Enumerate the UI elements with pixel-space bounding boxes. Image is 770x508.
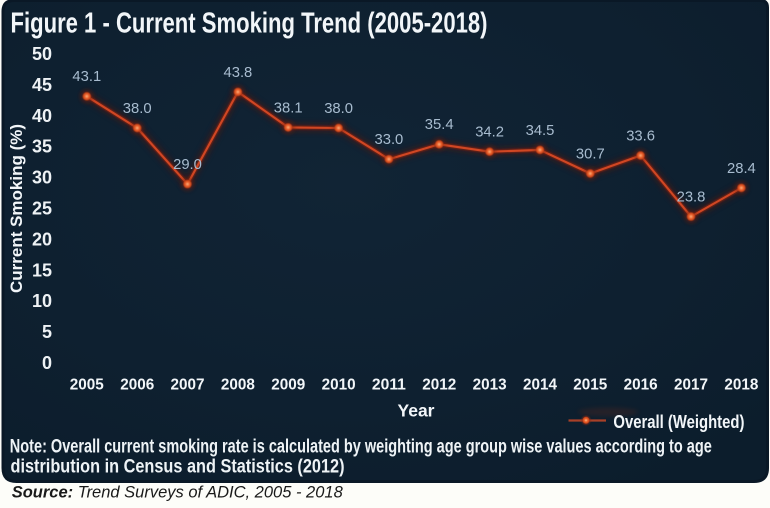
svg-text:Note: Overall current smoking: Note: Overall current smoking rate is ca… (10, 437, 712, 458)
svg-text:10: 10 (32, 291, 52, 311)
svg-text:38.0: 38.0 (324, 101, 353, 117)
svg-text:29.0: 29.0 (173, 157, 202, 173)
svg-text:35.4: 35.4 (425, 117, 454, 133)
svg-text:23.8: 23.8 (677, 190, 706, 206)
svg-text:34.5: 34.5 (526, 123, 555, 139)
svg-text:43.1: 43.1 (72, 69, 101, 85)
svg-text:Year: Year (398, 401, 435, 421)
svg-text:Source: Trend Surveys of ADIC,: Source: Trend Surveys of ADIC, 2005 - 20… (12, 484, 344, 502)
svg-text:5: 5 (42, 322, 52, 342)
svg-text:2018: 2018 (724, 376, 758, 393)
svg-text:Current Smoking (%): Current Smoking (%) (7, 124, 26, 293)
svg-text:2017: 2017 (674, 376, 708, 393)
svg-text:35: 35 (32, 137, 52, 157)
svg-text:2008: 2008 (221, 376, 255, 393)
svg-text:38.0: 38.0 (123, 101, 152, 117)
svg-text:50: 50 (32, 44, 52, 64)
svg-text:2007: 2007 (171, 376, 205, 393)
svg-text:25: 25 (32, 199, 52, 219)
svg-text:30: 30 (32, 168, 52, 188)
svg-text:40: 40 (32, 106, 52, 126)
svg-text:2016: 2016 (624, 376, 658, 393)
svg-text:2015: 2015 (573, 376, 607, 393)
svg-text:15: 15 (32, 260, 52, 280)
svg-text:33.0: 33.0 (374, 132, 403, 148)
svg-text:2005: 2005 (70, 376, 104, 393)
svg-text:38.1: 38.1 (274, 100, 303, 116)
svg-text:2011: 2011 (372, 376, 406, 393)
svg-text:45: 45 (32, 75, 52, 95)
svg-text:2014: 2014 (523, 376, 557, 393)
svg-text:20: 20 (32, 229, 52, 249)
svg-text:30.7: 30.7 (576, 146, 605, 162)
svg-text:2012: 2012 (422, 376, 456, 393)
svg-text:2006: 2006 (120, 376, 154, 393)
svg-text:2009: 2009 (271, 376, 305, 393)
svg-text:43.8: 43.8 (223, 65, 252, 81)
svg-text:Overall (Weighted): Overall (Weighted) (613, 412, 744, 432)
svg-text:33.6: 33.6 (626, 128, 655, 144)
svg-text:34.2: 34.2 (475, 125, 504, 141)
svg-text:28.4: 28.4 (727, 161, 756, 177)
svg-text:Figure 1 - Current Smoking Tre: Figure 1 - Current Smoking Trend (2005-2… (11, 8, 488, 40)
svg-text:2013: 2013 (473, 376, 507, 393)
svg-text:0: 0 (42, 353, 52, 373)
svg-text:2010: 2010 (322, 376, 356, 393)
svg-text:distribution in Census and Sta: distribution in Census and Statistics (2… (11, 457, 345, 478)
